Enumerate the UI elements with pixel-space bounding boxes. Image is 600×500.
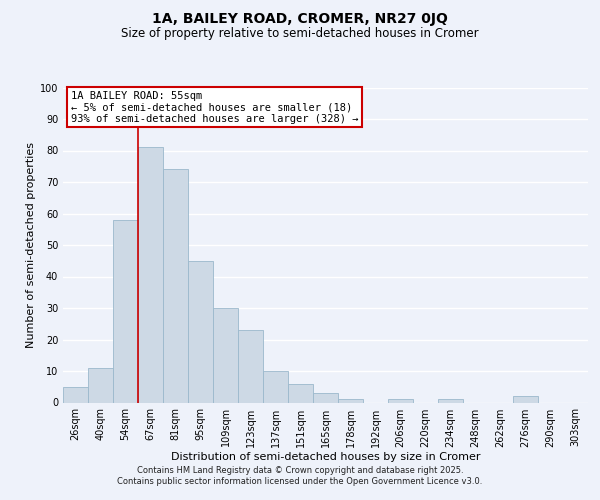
Text: Contains public sector information licensed under the Open Government Licence v3: Contains public sector information licen… xyxy=(118,478,482,486)
Y-axis label: Number of semi-detached properties: Number of semi-detached properties xyxy=(26,142,35,348)
Bar xyxy=(513,396,538,402)
Bar xyxy=(388,400,413,402)
Bar xyxy=(338,400,363,402)
Bar xyxy=(438,400,463,402)
Bar xyxy=(313,393,338,402)
Bar xyxy=(238,330,263,402)
X-axis label: Distribution of semi-detached houses by size in Cromer: Distribution of semi-detached houses by … xyxy=(171,452,480,462)
Bar xyxy=(138,148,163,402)
Bar xyxy=(113,220,138,402)
Bar xyxy=(88,368,113,402)
Text: Size of property relative to semi-detached houses in Cromer: Size of property relative to semi-detach… xyxy=(121,28,479,40)
Bar xyxy=(263,371,288,402)
Bar xyxy=(163,170,188,402)
Bar xyxy=(288,384,313,402)
Text: 1A BAILEY ROAD: 55sqm
← 5% of semi-detached houses are smaller (18)
93% of semi-: 1A BAILEY ROAD: 55sqm ← 5% of semi-detac… xyxy=(71,90,358,124)
Text: Contains HM Land Registry data © Crown copyright and database right 2025.: Contains HM Land Registry data © Crown c… xyxy=(137,466,463,475)
Bar xyxy=(188,261,213,402)
Bar xyxy=(213,308,238,402)
Text: 1A, BAILEY ROAD, CROMER, NR27 0JQ: 1A, BAILEY ROAD, CROMER, NR27 0JQ xyxy=(152,12,448,26)
Bar xyxy=(63,387,88,402)
